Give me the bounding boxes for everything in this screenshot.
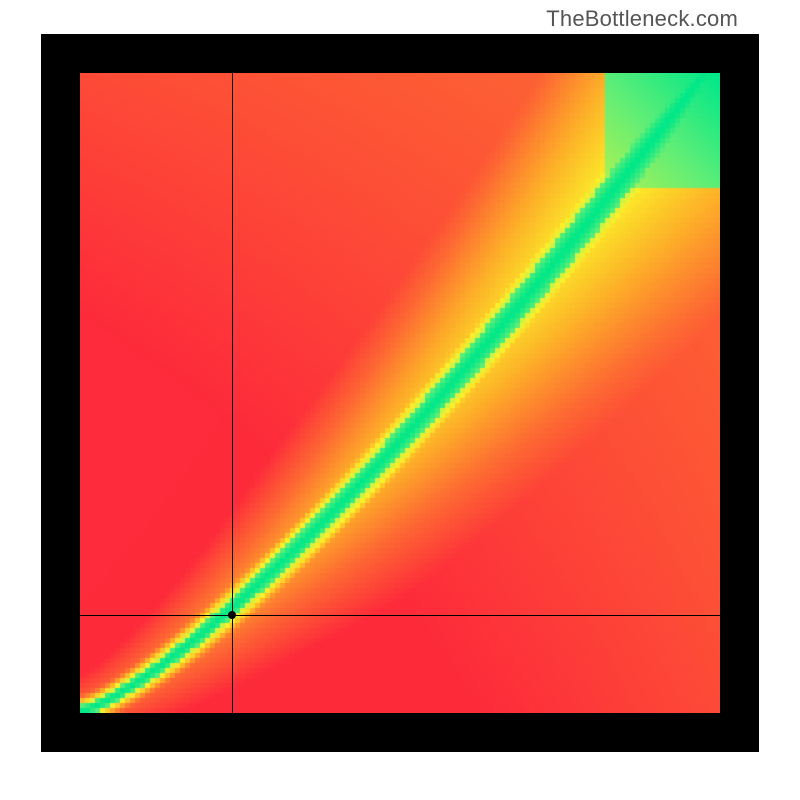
chart-container: TheBottleneck.com — [0, 0, 800, 800]
chart-frame — [41, 34, 759, 752]
crosshair-horizontal — [80, 615, 720, 616]
watermark-text: TheBottleneck.com — [546, 6, 738, 32]
heatmap-canvas — [80, 73, 720, 713]
